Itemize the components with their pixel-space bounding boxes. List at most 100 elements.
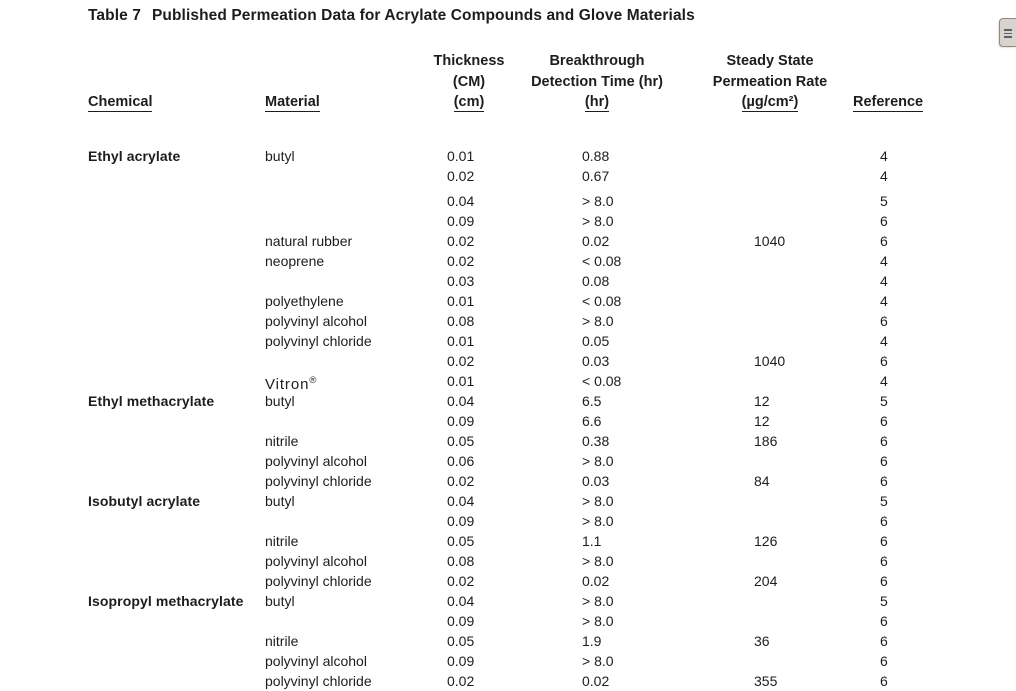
cell-thickness: 0.01	[447, 333, 475, 349]
cell-thickness: 0.04	[447, 193, 475, 209]
cell-chemical	[88, 631, 265, 651]
col-header-steady-state: Steady State Permeation Rate (µg/cm²)	[665, 51, 875, 113]
cell-thickness: 0.04	[447, 593, 475, 609]
table-row: Ethyl acrylate butyl 0.01 0.88 4	[88, 146, 968, 166]
table-row: 0.02 0.03 1040 6	[88, 351, 968, 371]
cell-breakthrough: 0.03	[582, 353, 610, 369]
cell-material	[265, 351, 447, 371]
cell-reference: 6	[880, 213, 888, 229]
cell-material: nitrile	[265, 633, 299, 649]
cell-chemical	[88, 651, 265, 671]
cell-rate: 84	[754, 473, 770, 489]
cell-thickness: 0.02	[447, 573, 475, 589]
cell-rate	[754, 331, 880, 351]
table-row: polyethylene 0.01 < 0.08 4	[88, 291, 968, 311]
cell-thickness: 0.01	[447, 373, 475, 389]
cell-breakthrough: 0.02	[582, 673, 610, 689]
cell-thickness: 0.08	[447, 553, 475, 569]
table-body: Ethyl acrylate butyl 0.01 0.88 4 0.02 0.67 4 0.0…	[88, 146, 968, 691]
cell-reference: 6	[880, 533, 888, 549]
cell-material: polyvinyl alcohol	[265, 313, 367, 329]
cell-material	[265, 611, 447, 631]
cell-material	[265, 271, 447, 291]
table-row: polyvinyl alcohol 0.06 > 8.0 6	[88, 451, 968, 471]
cell-chemical	[88, 531, 265, 551]
cell-material: polyvinyl chloride	[265, 673, 372, 689]
cell-reference: 6	[880, 233, 888, 249]
cell-reference: 4	[880, 333, 888, 349]
cell-thickness: 0.02	[447, 473, 475, 489]
cell-chemical	[88, 231, 265, 251]
cell-breakthrough: > 8.0	[582, 313, 614, 329]
cell-rate	[754, 191, 880, 211]
cell-thickness: 0.05	[447, 633, 475, 649]
cell-chemical	[88, 351, 265, 371]
cell-rate: 12	[754, 413, 770, 429]
cell-chemical	[88, 451, 265, 471]
cell-rate	[754, 591, 880, 611]
cell-chemical	[88, 311, 265, 331]
cell-reference: 4	[880, 293, 888, 309]
table-row: polyvinyl alcohol 0.08 > 8.0 6	[88, 551, 968, 571]
cell-breakthrough: 0.88	[582, 148, 610, 164]
table-row: 0.02 0.67 4	[88, 166, 968, 186]
cell-chemical	[88, 551, 265, 571]
cell-breakthrough: 1.9	[582, 633, 602, 649]
cell-rate	[754, 251, 880, 271]
cell-chemical	[88, 211, 265, 231]
cell-rate	[754, 611, 880, 631]
cell-thickness: 0.09	[447, 213, 475, 229]
table-row: polyvinyl chloride 0.02 0.03 84 6	[88, 471, 968, 491]
cell-chemical	[88, 411, 265, 431]
cell-material: butyl	[265, 493, 295, 509]
cell-thickness: 0.02	[447, 253, 475, 269]
cell-breakthrough: > 8.0	[582, 493, 614, 509]
cell-thickness: 0.02	[447, 673, 475, 689]
table-row: Isobutyl acrylate butyl 0.04 > 8.0 5	[88, 491, 968, 511]
cell-reference: 6	[880, 473, 888, 489]
cell-reference: 6	[880, 413, 888, 429]
cell-breakthrough: > 8.0	[582, 653, 614, 669]
table-row: 0.09 > 8.0 6	[88, 211, 968, 231]
cell-breakthrough: 0.38	[582, 433, 610, 449]
cell-thickness: 0.06	[447, 453, 475, 469]
cell-chemical	[88, 251, 265, 271]
cell-reference: 6	[880, 313, 888, 329]
col-header-chemical: Chemical	[88, 94, 153, 112]
col-header-thickness-unit: (cm)	[453, 94, 485, 112]
cell-reference: 6	[880, 573, 888, 589]
table-row: polyvinyl alcohol 0.08 > 8.0 6	[88, 311, 968, 331]
cell-reference: 4	[880, 148, 888, 164]
cell-chemical	[88, 611, 265, 631]
cell-material: nitrile	[265, 533, 299, 549]
col-header-steady-state-line2: Permeation Rate	[712, 73, 828, 90]
cell-rate	[754, 291, 880, 311]
table-row: polyvinyl alcohol 0.09 > 8.0 6	[88, 651, 968, 671]
cell-breakthrough: 0.03	[582, 473, 610, 489]
cell-reference: 5	[880, 593, 888, 609]
cell-reference: 6	[880, 513, 888, 529]
cell-breakthrough: > 8.0	[582, 613, 614, 629]
cell-chemical	[88, 271, 265, 291]
cell-breakthrough: 6.5	[582, 393, 602, 409]
table-row: polyvinyl chloride 0.02 0.02 355 6	[88, 671, 968, 691]
cell-chemical	[88, 331, 265, 351]
panel-handle-button[interactable]	[999, 18, 1016, 47]
cell-reference: 6	[880, 653, 888, 669]
cell-thickness: 0.02	[447, 168, 475, 184]
cell-reference: 4	[880, 273, 888, 289]
cell-breakthrough: 0.08	[582, 273, 610, 289]
cell-thickness: 0.03	[447, 273, 475, 289]
cell-rate: 355	[754, 673, 778, 689]
table-row: 0.09 > 8.0 6	[88, 511, 968, 531]
cell-thickness: 0.02	[447, 233, 475, 249]
cell-material	[265, 511, 447, 531]
cell-reference: 4	[880, 253, 888, 269]
cell-reference: 6	[880, 553, 888, 569]
cell-thickness: 0.01	[447, 148, 475, 164]
cell-chemical	[88, 431, 265, 451]
cell-thickness: 0.09	[447, 513, 475, 529]
cell-material: neoprene	[265, 253, 325, 269]
cell-thickness: 0.09	[447, 653, 475, 669]
